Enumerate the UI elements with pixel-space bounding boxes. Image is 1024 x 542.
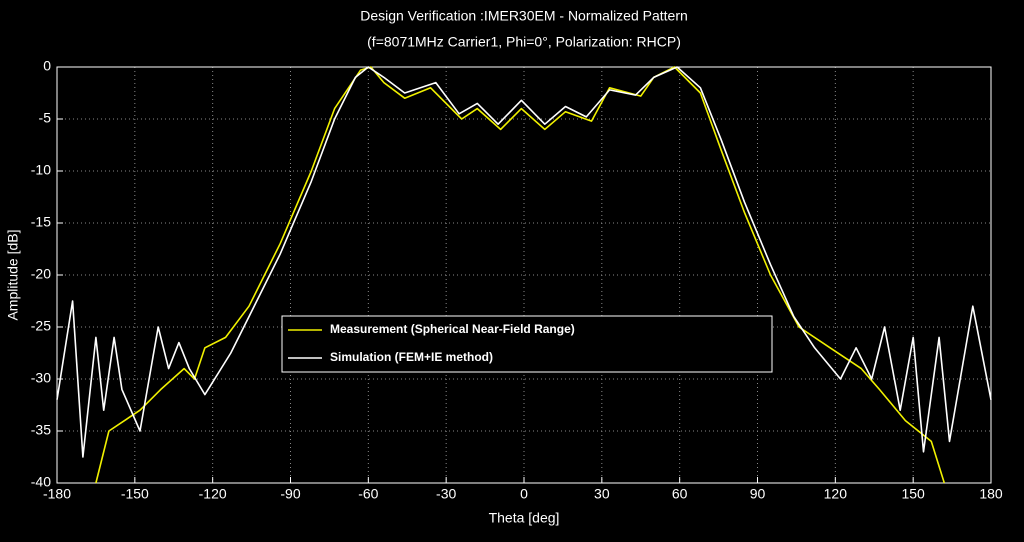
legend: Measurement (Spherical Near-Field Range)… (281, 315, 773, 373)
y-tick-label: -15 (31, 214, 51, 230)
legend-label: Simulation (FEM+IE method) (330, 350, 493, 364)
x-tick-label: 90 (750, 486, 766, 502)
legend-box (281, 315, 773, 373)
y-tick-label: -20 (31, 266, 51, 282)
y-tick-label: -35 (31, 422, 51, 438)
x-tick-label: -150 (121, 486, 149, 502)
y-tick-label: -5 (39, 110, 52, 126)
x-tick-label: 0 (520, 486, 528, 502)
x-tick-label: -120 (199, 486, 227, 502)
x-tick-label: -30 (436, 486, 456, 502)
y-tick-label: -25 (31, 318, 51, 334)
y-tick-label: 0 (43, 58, 51, 74)
x-tick-label: 180 (979, 486, 1003, 502)
x-tick-label: -180 (43, 486, 71, 502)
data-line (56, 66, 992, 458)
x-tick-label: 120 (824, 486, 848, 502)
data-line (95, 66, 946, 484)
x-axis-label: Theta [deg] (489, 510, 560, 526)
x-tick-label: 60 (672, 486, 688, 502)
x-tick-label: -60 (358, 486, 378, 502)
chart-subtitle: (f=8071MHz Carrier1, Phi=0°, Polarizatio… (367, 34, 681, 50)
x-tick-label: 150 (901, 486, 925, 502)
y-tick-label: -40 (31, 474, 51, 490)
x-tick-label: 30 (594, 486, 610, 502)
legend-label: Measurement (Spherical Near-Field Range) (330, 322, 575, 336)
y-tick-label: -30 (31, 370, 51, 386)
y-tick-label: -10 (31, 162, 51, 178)
x-tick-label: -90 (280, 486, 300, 502)
chart-title: Design Verification :IMER30EM - Normaliz… (360, 8, 688, 24)
y-axis-label: Amplitude [dB] (5, 229, 21, 320)
